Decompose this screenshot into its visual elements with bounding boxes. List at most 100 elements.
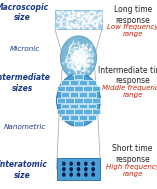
- Point: [70, 60, 72, 63]
- Point: [78, 52, 80, 55]
- Point: [84, 11, 87, 14]
- Point: [91, 53, 94, 56]
- FancyBboxPatch shape: [70, 115, 78, 120]
- Point: [80, 56, 82, 59]
- Point: [78, 48, 80, 51]
- Point: [78, 56, 80, 59]
- Point: [77, 60, 80, 63]
- Point: [62, 15, 65, 18]
- Point: [90, 21, 92, 24]
- Point: [81, 60, 84, 63]
- Point: [85, 53, 88, 56]
- Point: [87, 12, 90, 15]
- Point: [85, 56, 87, 59]
- Point: [88, 58, 90, 61]
- FancyBboxPatch shape: [55, 10, 102, 29]
- Point: [78, 52, 81, 55]
- Point: [85, 63, 87, 66]
- Point: [80, 46, 83, 49]
- Point: [66, 22, 68, 26]
- Point: [79, 60, 81, 63]
- Point: [83, 64, 86, 67]
- Point: [77, 56, 80, 59]
- Point: [83, 21, 85, 24]
- FancyBboxPatch shape: [88, 104, 96, 108]
- Point: [90, 43, 92, 46]
- Point: [90, 58, 92, 61]
- Point: [76, 57, 79, 60]
- Point: [78, 48, 81, 51]
- Point: [59, 20, 61, 23]
- Point: [76, 58, 79, 61]
- Point: [74, 62, 77, 65]
- Point: [79, 50, 81, 53]
- Point: [82, 14, 85, 17]
- Text: Nanometric: Nanometric: [4, 124, 46, 130]
- Point: [70, 21, 73, 24]
- Point: [83, 50, 85, 53]
- Point: [80, 59, 82, 62]
- Point: [73, 25, 75, 28]
- Point: [87, 60, 89, 63]
- Point: [60, 24, 63, 27]
- Point: [93, 19, 96, 22]
- Point: [72, 57, 74, 60]
- Point: [69, 44, 71, 47]
- Point: [84, 57, 86, 60]
- FancyBboxPatch shape: [83, 109, 92, 114]
- Point: [76, 60, 78, 64]
- Point: [96, 17, 98, 20]
- Point: [78, 57, 80, 60]
- Point: [78, 54, 81, 57]
- Point: [80, 60, 82, 63]
- Point: [84, 62, 87, 65]
- Point: [74, 62, 76, 65]
- Point: [78, 24, 81, 27]
- Text: Low frequency
range: Low frequency range: [107, 24, 157, 37]
- Point: [81, 43, 84, 46]
- Point: [74, 15, 76, 18]
- Point: [81, 57, 83, 60]
- Point: [71, 14, 73, 17]
- Point: [68, 70, 70, 73]
- Point: [86, 20, 89, 23]
- Point: [71, 42, 74, 45]
- Point: [77, 58, 80, 61]
- Text: Intermediate
sizes: Intermediate sizes: [0, 74, 51, 93]
- Point: [78, 10, 80, 13]
- Circle shape: [69, 172, 73, 177]
- Point: [73, 13, 76, 16]
- Point: [66, 63, 68, 66]
- Point: [80, 59, 82, 62]
- Point: [68, 48, 70, 51]
- Point: [83, 70, 86, 73]
- Point: [89, 18, 92, 21]
- Point: [77, 57, 79, 60]
- Point: [75, 63, 77, 66]
- Point: [78, 63, 81, 66]
- Point: [86, 49, 89, 52]
- Point: [81, 64, 84, 67]
- Point: [97, 17, 99, 20]
- Point: [77, 58, 80, 61]
- FancyBboxPatch shape: [70, 92, 78, 97]
- Point: [65, 11, 67, 14]
- Point: [76, 56, 79, 59]
- Point: [95, 23, 97, 26]
- Point: [88, 63, 90, 66]
- Point: [68, 50, 71, 53]
- Point: [71, 66, 73, 69]
- Point: [75, 65, 78, 68]
- Point: [82, 10, 84, 13]
- Point: [78, 57, 81, 60]
- Circle shape: [91, 167, 95, 171]
- Point: [80, 15, 83, 18]
- Point: [76, 58, 79, 61]
- Point: [77, 53, 80, 57]
- Point: [80, 47, 82, 50]
- Point: [77, 56, 80, 59]
- Point: [82, 52, 84, 55]
- Point: [77, 66, 80, 69]
- Point: [73, 55, 75, 58]
- Point: [70, 26, 73, 29]
